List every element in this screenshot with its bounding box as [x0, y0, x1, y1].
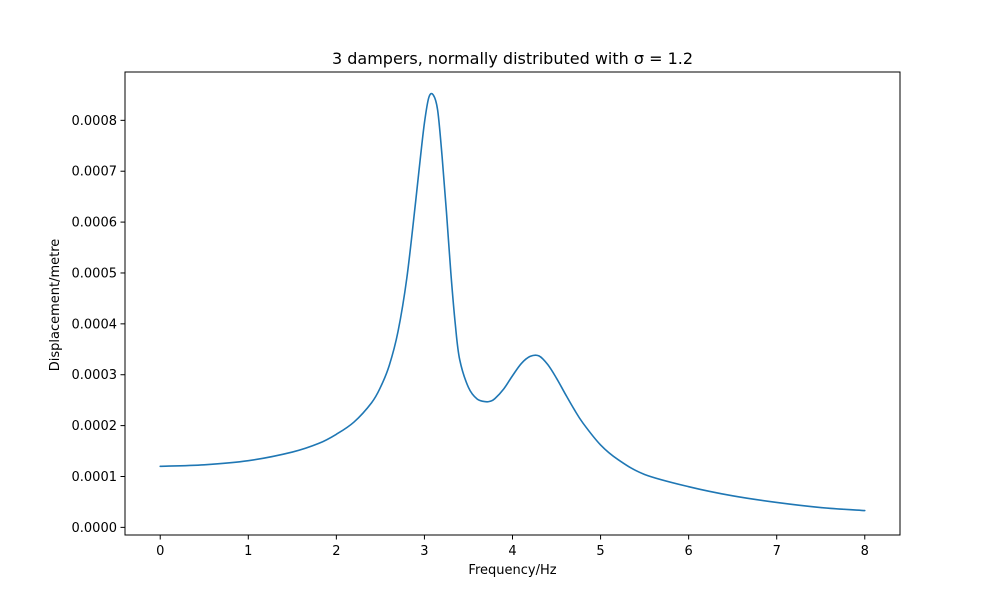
x-tick-label: 8 — [861, 544, 869, 559]
x-tick-label: 7 — [773, 544, 781, 559]
x-tick-label: 3 — [420, 544, 428, 559]
y-tick-label: 0.0006 — [72, 216, 118, 231]
y-tick-label: 0.0002 — [72, 419, 118, 434]
x-tick-label: 0 — [156, 544, 164, 559]
y-tick-label: 0.0005 — [72, 266, 118, 281]
chart-title: 3 dampers, normally distributed with σ =… — [332, 49, 693, 68]
x-tick-label: 6 — [684, 544, 692, 559]
y-tick-label: 0.0003 — [72, 368, 118, 383]
plot-area — [159, 92, 866, 512]
y-axis-label: Displacement/metre — [48, 239, 63, 372]
y-tick-label: 0.0007 — [72, 165, 118, 180]
y-tick-label: 0.0004 — [72, 317, 118, 332]
x-tick-label: 2 — [332, 544, 340, 559]
x-tick-label: 4 — [508, 544, 516, 559]
y-axis: 0.0000 0.0001 0.0002 0.0003 0.0004 0.0005 0.00… — [72, 114, 125, 536]
series-line — [159, 92, 866, 512]
y-tick-label: 0.0008 — [72, 114, 118, 129]
x-axis-label: Frequency/Hz — [468, 563, 556, 578]
plot-frame — [124, 71, 901, 536]
y-tick-label: 0.0001 — [72, 470, 118, 485]
y-tick-label: 0.0000 — [72, 521, 118, 536]
x-tick-label: 1 — [244, 544, 252, 559]
x-axis: 0 1 2 3 4 5 6 7 8 — [156, 535, 869, 559]
x-tick-label: 5 — [596, 544, 604, 559]
